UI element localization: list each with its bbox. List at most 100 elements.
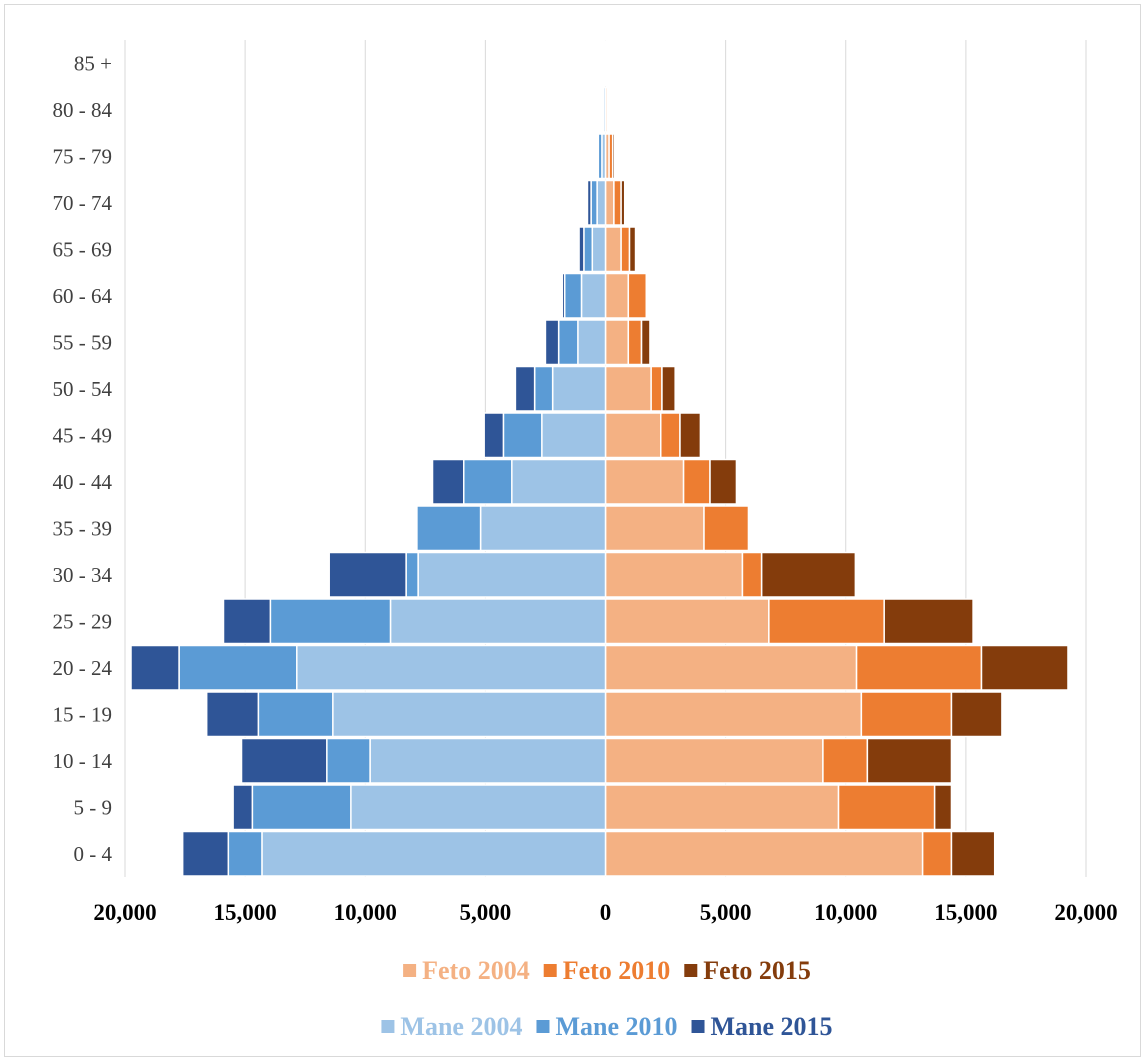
bar-mane-2010-10-14 (326, 737, 371, 784)
category-label: 0 - 4 (74, 842, 113, 866)
bar-mane-2010-0-4 (227, 830, 263, 877)
bar-mane-2010-70-74 (590, 179, 598, 226)
category-label: 45 - 49 (53, 423, 113, 447)
bar-mane-2004-10-14 (369, 737, 607, 784)
legend-label-feto-2015: Feto 2015 (703, 956, 811, 985)
category-label: 15 - 19 (53, 702, 113, 726)
bar-mane-2004-15-19 (332, 691, 607, 738)
bar-mane-2015-10-14 (240, 737, 328, 784)
bar-feto-2010-30-34 (741, 551, 763, 598)
x-tick-label: 5,000 (700, 900, 752, 925)
bar-feto-2010-45-49 (660, 412, 681, 459)
bar-mane-2010-30-34 (405, 551, 419, 598)
bar-mane-2015-50-54 (514, 365, 536, 412)
legend-label-mane-2015: Mane 2015 (711, 1012, 833, 1041)
legend-swatch-mane-2015 (691, 1020, 705, 1033)
category-label: 80 - 84 (53, 98, 113, 122)
bar-feto-2015-30-34 (760, 551, 857, 598)
bar-feto-2004-55-59 (604, 319, 630, 366)
bar-mane-2004-50-54 (551, 365, 607, 412)
category-label: 60 - 64 (53, 284, 113, 308)
legend-swatch-mane-2010 (536, 1020, 550, 1033)
category-label: 50 - 54 (53, 377, 113, 401)
category-label: 75 - 79 (53, 144, 113, 168)
category-label: 10 - 14 (53, 749, 113, 773)
bar-feto-2004-35-39 (604, 505, 705, 552)
legend-label-mane-2010: Mane 2010 (555, 1012, 677, 1041)
bar-mane-2015-75-79 (596, 133, 600, 180)
bar-mane-2010-40-44 (463, 458, 513, 505)
bar-feto-2004-15-19 (604, 691, 863, 738)
category-label: 5 - 9 (74, 795, 113, 819)
x-tick-label: 10,000 (814, 900, 877, 925)
bar-feto-2004-30-34 (604, 551, 744, 598)
bar-feto-2015-15-19 (950, 691, 1003, 738)
bar-feto-2004-40-44 (604, 458, 685, 505)
bar-mane-2010-45-49 (502, 412, 543, 459)
bar-feto-2010-70-74 (613, 179, 622, 226)
bar-feto-2004-5-9 (604, 784, 840, 831)
bar-mane-2015-25-29 (222, 598, 272, 645)
bar-mane-2010-20-24 (178, 644, 298, 691)
bar-feto-2010-15-19 (860, 691, 953, 738)
legend-swatch-mane-2004 (381, 1020, 395, 1033)
bar-feto-2010-35-39 (703, 505, 750, 552)
x-tick-label: 15,000 (214, 900, 277, 925)
category-label: 30 - 34 (53, 563, 113, 587)
x-tick-label: 20,000 (93, 900, 156, 925)
bar-mane-2004-70-74 (596, 179, 607, 226)
bar-mane-2004-30-34 (417, 551, 607, 598)
bar-mane-2004-5-9 (350, 784, 607, 831)
grid-layer (124, 40, 1087, 877)
category-label: 55 - 59 (53, 330, 113, 354)
x-tick-label: 10,000 (334, 900, 397, 925)
bar-mane-2004-65-69 (591, 226, 607, 273)
x-tick-label: 20,000 (1054, 900, 1117, 925)
bar-mane-2004-20-24 (296, 644, 607, 691)
x-axis-tick-labels: 20,000 15,000 10,000 5,000 0 5,000 10,000 15,00… (93, 900, 1117, 925)
bar-feto-2015-60-64 (645, 272, 649, 319)
bar-feto-2004-60-64 (604, 272, 630, 319)
bar-feto-2015-70-74 (620, 179, 626, 226)
category-label: 25 - 29 (53, 609, 113, 633)
category-label: 20 - 24 (53, 656, 113, 680)
legend-swatch-feto-2015 (684, 964, 698, 977)
bar-mane-2015-20-24 (130, 644, 180, 691)
bar-feto-2015-5-9 (933, 784, 953, 831)
legend-label-feto-2004: Feto 2004 (422, 956, 530, 985)
bar-feto-2004-20-24 (604, 644, 858, 691)
bar-mane-2015-5-9 (232, 784, 254, 831)
legend-row: Mane 2004 Mane 2010 Mane 2015 (381, 1012, 833, 1041)
bar-feto-2015-20-24 (980, 644, 1069, 691)
bar-feto-2010-50-54 (650, 365, 663, 412)
bar-feto-2010-25-29 (768, 598, 885, 645)
bar-mane-2010-50-54 (533, 365, 554, 412)
bar-feto-2004-70-74 (604, 179, 615, 226)
bar-feto-2015-40-44 (709, 458, 738, 505)
bar-mane-2010-5-9 (251, 784, 352, 831)
bar-feto-2010-20-24 (855, 644, 983, 691)
bar-mane-2010-25-29 (269, 598, 392, 645)
legend-swatch-feto-2010 (543, 964, 557, 977)
bar-feto-2015-65-69 (628, 226, 637, 273)
bar-mane-2004-0-4 (261, 830, 607, 877)
bar-mane-2015-40-44 (431, 458, 465, 505)
bar-feto-2010-10-14 (822, 737, 869, 784)
bar-feto-2010-0-4 (921, 830, 953, 877)
bar-feto-2010-5-9 (837, 784, 936, 831)
bar-mane-2004-60-64 (580, 272, 607, 319)
bar-feto-2015-75-79 (611, 133, 616, 180)
bar-mane-2015-45-49 (483, 412, 505, 459)
bar-feto-2004-0-4 (604, 830, 924, 877)
bar-feto-2015-50-54 (661, 365, 676, 412)
bar-feto-2004-10-14 (604, 737, 824, 784)
legend-label-mane-2004: Mane 2004 (400, 1012, 522, 1041)
bar-feto-2010-55-59 (627, 319, 643, 366)
bar-feto-2015-10-14 (866, 737, 953, 784)
category-labels: 0 - 4 5 - 9 10 - 14 15 - 19 20 - 24 25 - 29 30… (53, 51, 113, 866)
bar-mane-2015-65-69 (578, 226, 585, 273)
bar-feto-2004-50-54 (604, 365, 652, 412)
bar-feto-2004-65-69 (604, 226, 622, 273)
